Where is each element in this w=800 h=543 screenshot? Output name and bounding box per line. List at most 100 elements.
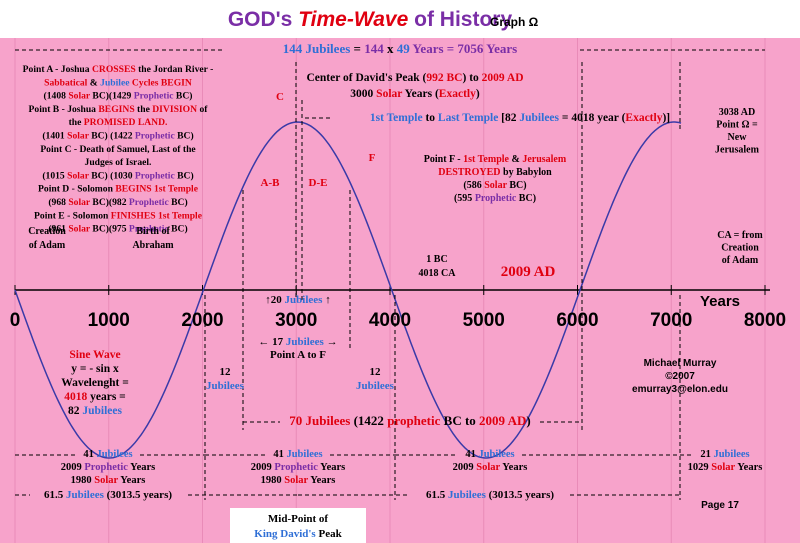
- text-run: Point B - Joshua: [29, 104, 99, 115]
- text-run: BC)(982: [90, 197, 129, 208]
- text-run: Exactly: [439, 88, 476, 100]
- annotation-line: Point Ω =: [716, 120, 758, 131]
- text-run: Years: [500, 462, 527, 473]
- annotation-line: 2009 Prophetic Years: [61, 462, 156, 473]
- annotation-line: 41 Jubilees: [83, 449, 132, 460]
- x-tick-label: 3000: [275, 310, 317, 331]
- text-run: A-B: [261, 177, 281, 189]
- text-run: Prophetic: [274, 462, 318, 473]
- text-run: the Jordan River -: [136, 64, 214, 75]
- annotation-line: Creation: [721, 243, 759, 254]
- text-run: 992 BC: [426, 72, 462, 84]
- annotation-line: 41 Jubilees: [273, 449, 322, 460]
- sine-wave: [14, 121, 682, 459]
- text-run: Solar: [67, 131, 90, 142]
- text-run: GOD's: [228, 8, 298, 31]
- text-run: &: [87, 78, 100, 89]
- annotation-line: (595 Prophetic BC): [454, 193, 536, 204]
- text-run: Point D - Solomon: [38, 184, 115, 195]
- text-run: Solar: [68, 91, 91, 102]
- text-run: 4018 CA: [419, 268, 457, 279]
- text-run: 2009 AD: [501, 264, 556, 280]
- text-run: (595: [454, 193, 475, 204]
- text-run: Creation: [28, 226, 66, 237]
- annotation-line: 21 Jubilees: [700, 449, 749, 460]
- text-run: Michael Murray: [644, 358, 717, 369]
- text-run: )]: [662, 112, 670, 124]
- annotation-line: Jerusalem: [715, 145, 760, 156]
- text-run: 2009: [61, 462, 85, 473]
- annotation-line: Birth of: [136, 226, 170, 237]
- text-run: y = - sin x: [71, 363, 119, 375]
- text-run: BC) (1422: [89, 131, 135, 142]
- text-run: Jubilee: [100, 78, 130, 89]
- annotation-line: (586 Solar BC): [463, 180, 526, 191]
- text-run: Point E - Solomon: [34, 211, 111, 222]
- x-tick-label: 1000: [88, 310, 130, 331]
- text-run: Time-Wave: [298, 8, 408, 31]
- text-run: BC) (1030: [89, 171, 135, 182]
- annotation-line: C: [276, 91, 284, 103]
- annotation-line: Point B - Joshua BEGINS the DIVISION of: [29, 104, 209, 115]
- text-run: Solar: [68, 197, 91, 208]
- annotation-line: 1 BC: [426, 254, 447, 265]
- title: GOD's Time-Wave of History: [228, 8, 513, 31]
- text-run: Solar: [68, 224, 91, 235]
- text-run: CROSSES: [92, 64, 136, 75]
- text-run: 82: [68, 405, 82, 417]
- annotation-line: (1401 Solar BC) (1422 Prophetic BC): [42, 131, 193, 142]
- annotation-line: 2009 Solar Years: [453, 462, 528, 473]
- text-run: PROMISED LAND.: [84, 117, 168, 128]
- annotation-line: of Adam: [722, 255, 759, 266]
- text-run: prophetic: [387, 413, 440, 428]
- annotation-line: (968 Solar BC)(982 Prophetic BC): [48, 197, 187, 208]
- annotation-line: Abraham: [132, 240, 174, 251]
- text-run: 21: [700, 449, 713, 460]
- arrows: [15, 49, 765, 500]
- annotation-line: Point A - Joshua CROSSES the Jordan Rive…: [23, 64, 214, 75]
- annotation-line: 2009 AD: [501, 264, 556, 280]
- text-run: Prophetic: [475, 193, 517, 204]
- text-run: ← 17: [258, 336, 286, 348]
- annotation-line: (1015 Solar BC) (1030 Prophetic BC): [42, 171, 193, 182]
- text-run: BC)(975: [90, 224, 129, 235]
- text-run: the: [135, 104, 153, 115]
- text-run: 41: [465, 449, 478, 460]
- text-run: Center of David's Peak (: [306, 72, 426, 84]
- text-run: Jubilees: [96, 449, 132, 460]
- text-run: ↑20: [265, 294, 284, 306]
- text-run: 49: [397, 41, 411, 56]
- annotation-line: Point D - Solomon BEGINS 1st Temple: [38, 184, 199, 195]
- annotation-line: Creation: [28, 226, 66, 237]
- text-run: Solar: [476, 462, 500, 473]
- annotation-line: 3000 Solar Years (Exactly): [350, 88, 480, 100]
- annotation-line: King David's Peak: [254, 528, 342, 540]
- annotation-line: 82 Jubilees: [68, 405, 123, 417]
- text-run: (1401: [42, 131, 67, 142]
- text-run: Jubilees: [286, 449, 322, 460]
- annotation-line: 41 Jubilees: [465, 449, 514, 460]
- annotation-line: (961 Solar BC)(975 Prophetic BC): [48, 224, 187, 235]
- annotation-line: ↑20 Jubilees ↑: [265, 294, 330, 306]
- annotation-line: Mid-Point of: [268, 513, 329, 525]
- text-run: Jubilees: [82, 405, 122, 417]
- text-run: Jubilees: [478, 449, 514, 460]
- text-run: ↑: [322, 294, 330, 306]
- text-run: Mid-Point of: [268, 513, 329, 525]
- text-run: Page 17: [701, 500, 739, 511]
- annotation-line: Center of David's Peak (992 BC) to 2009 …: [306, 72, 523, 84]
- annotation-line: 70 Jubilees (1422 prophetic BC to 2009 A…: [289, 413, 530, 428]
- text-run: 70 Jubilees: [289, 413, 350, 428]
- text-run: ©2007: [665, 371, 695, 382]
- text-run: Jubilees: [285, 294, 324, 306]
- text-run: 61.5: [44, 489, 66, 501]
- annotation-line: 61.5 Jubilees (3013.5 years): [44, 489, 172, 501]
- text-run: Years: [308, 475, 335, 486]
- text-run: 3038 AD: [719, 107, 755, 118]
- text-run: Prophetic: [135, 171, 176, 182]
- text-run: Solar: [711, 462, 735, 473]
- annotation-line: the PROMISED LAND.: [69, 117, 168, 128]
- annotation-line: ©2007: [665, 371, 695, 382]
- text-run: the: [69, 117, 84, 128]
- x-tick-label: 7000: [650, 310, 692, 331]
